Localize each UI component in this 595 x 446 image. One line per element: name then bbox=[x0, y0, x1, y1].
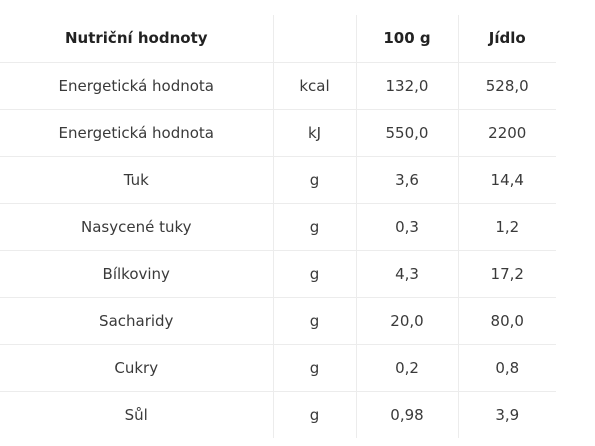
value-per-100g: 4,3 bbox=[356, 250, 459, 298]
table-row: Bílkoviny g 4,3 17,2 bbox=[0, 250, 556, 298]
nutrient-unit: g bbox=[273, 391, 357, 438]
value-per-meal: 0,8 bbox=[458, 344, 556, 392]
nutrient-name: Tuk bbox=[0, 156, 274, 204]
table-row: Sacharidy g 20,0 80,0 bbox=[0, 297, 556, 345]
nutrient-name: Sůl bbox=[0, 391, 274, 438]
nutrient-name: Cukry bbox=[0, 344, 274, 392]
header-nutrient: Nutriční hodnoty bbox=[0, 15, 274, 63]
value-per-100g: 0,2 bbox=[356, 344, 459, 392]
value-per-meal: 2200 bbox=[458, 109, 556, 157]
value-per-100g: 132,0 bbox=[356, 62, 459, 110]
nutrition-table: Nutriční hodnoty 100 g Jídlo Energetická… bbox=[0, 15, 556, 438]
nutrient-name: Sacharidy bbox=[0, 297, 274, 345]
nutrient-unit: g bbox=[273, 203, 357, 251]
nutrient-unit: g bbox=[273, 344, 357, 392]
value-per-meal: 528,0 bbox=[458, 62, 556, 110]
value-per-meal: 3,9 bbox=[495, 405, 520, 424]
value-per-meal: 17,2 bbox=[458, 250, 556, 298]
header-per-meal: Jídlo bbox=[458, 15, 556, 63]
value-per-100g: 0,3 bbox=[356, 203, 459, 251]
value-per-meal: 80,0 bbox=[458, 297, 556, 345]
value-per-100g: 3,6 bbox=[356, 156, 459, 204]
header-unit bbox=[273, 15, 357, 63]
nutrient-unit: g bbox=[273, 297, 357, 345]
table-row: Sůl g 0,98 3,9 bbox=[0, 391, 556, 438]
table-row: Nasycené tuky g 0,3 1,2 bbox=[0, 203, 556, 251]
nutrient-unit: kcal bbox=[273, 62, 357, 110]
nutrient-name: Nasycené tuky bbox=[0, 203, 274, 251]
value-per-100g: 0,98 bbox=[356, 391, 459, 438]
table-row: Cukry g 0,2 0,8 bbox=[0, 344, 556, 392]
nutrient-name: Bílkoviny bbox=[0, 250, 274, 298]
table-header: Nutriční hodnoty 100 g Jídlo bbox=[0, 15, 556, 63]
header-row: Nutriční hodnoty 100 g Jídlo bbox=[0, 15, 556, 63]
value-per-100g: 550,0 bbox=[356, 109, 459, 157]
value-per-meal: 14,4 bbox=[458, 156, 556, 204]
table-row: Energetická hodnota kcal 132,0 528,0 bbox=[0, 62, 556, 110]
table-row: Energetická hodnota kJ 550,0 2200 bbox=[0, 109, 556, 157]
nutrient-unit: g bbox=[273, 156, 357, 204]
nutrient-unit: g bbox=[273, 250, 357, 298]
nutrient-unit: kJ bbox=[273, 109, 357, 157]
table-body: Energetická hodnota kcal 132,0 528,0 Ene… bbox=[0, 62, 556, 438]
nutrient-name: Energetická hodnota bbox=[0, 109, 274, 157]
value-per-100g: 20,0 bbox=[356, 297, 459, 345]
header-per-100g: 100 g bbox=[356, 15, 459, 63]
value-per-meal: 1,2 bbox=[458, 203, 556, 251]
nutrient-name: Energetická hodnota bbox=[0, 62, 274, 110]
table-row: Tuk g 3,6 14,4 bbox=[0, 156, 556, 204]
